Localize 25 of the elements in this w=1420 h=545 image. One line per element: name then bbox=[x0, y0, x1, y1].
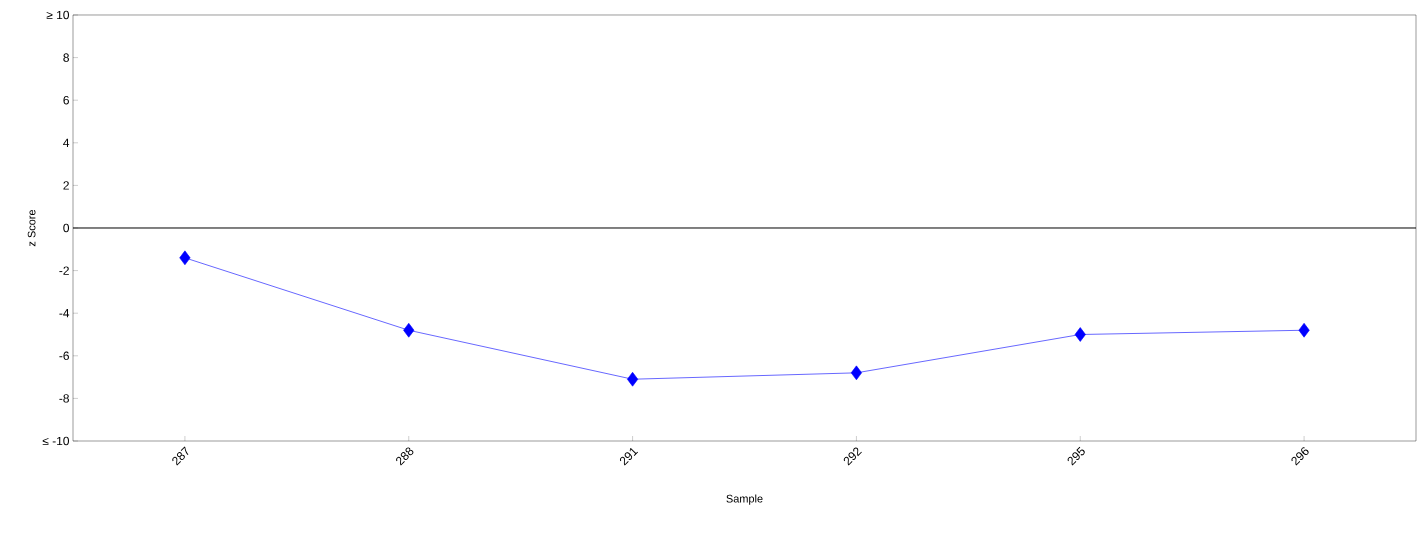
y-axis-title: z Score bbox=[27, 209, 36, 247]
y-tick-label: 4 bbox=[63, 138, 70, 147]
x-tick-label: 295 bbox=[1067, 446, 1085, 466]
y-tick-label: ≥ 10 bbox=[46, 10, 70, 20]
y-tick-label: -8 bbox=[59, 394, 69, 403]
y-tick-label: -6 bbox=[59, 351, 69, 361]
point bbox=[850, 365, 862, 381]
x-tick-label: 287 bbox=[172, 446, 189, 466]
point bbox=[627, 371, 639, 387]
y-tick-label: 8 bbox=[63, 53, 69, 62]
point bbox=[1074, 327, 1086, 342]
x-tick-label: 288 bbox=[396, 447, 414, 466]
y-tick-label: -4 bbox=[59, 309, 70, 318]
x-axis-title: Sample bbox=[726, 494, 763, 505]
point bbox=[403, 322, 415, 338]
x-tick-label: 291 bbox=[619, 447, 639, 466]
y-tick-label: 0 bbox=[63, 223, 70, 233]
x-tick-label: 292 bbox=[843, 447, 862, 466]
point bbox=[179, 250, 191, 266]
point bbox=[1298, 322, 1310, 338]
y-tick-label: 2 bbox=[63, 181, 69, 190]
x-tick-label: 296 bbox=[1291, 447, 1309, 466]
y-tick-label: ≤ -10 bbox=[42, 436, 70, 446]
y-tick-label: -2 bbox=[59, 266, 69, 275]
y-tick-label: 6 bbox=[63, 95, 69, 105]
